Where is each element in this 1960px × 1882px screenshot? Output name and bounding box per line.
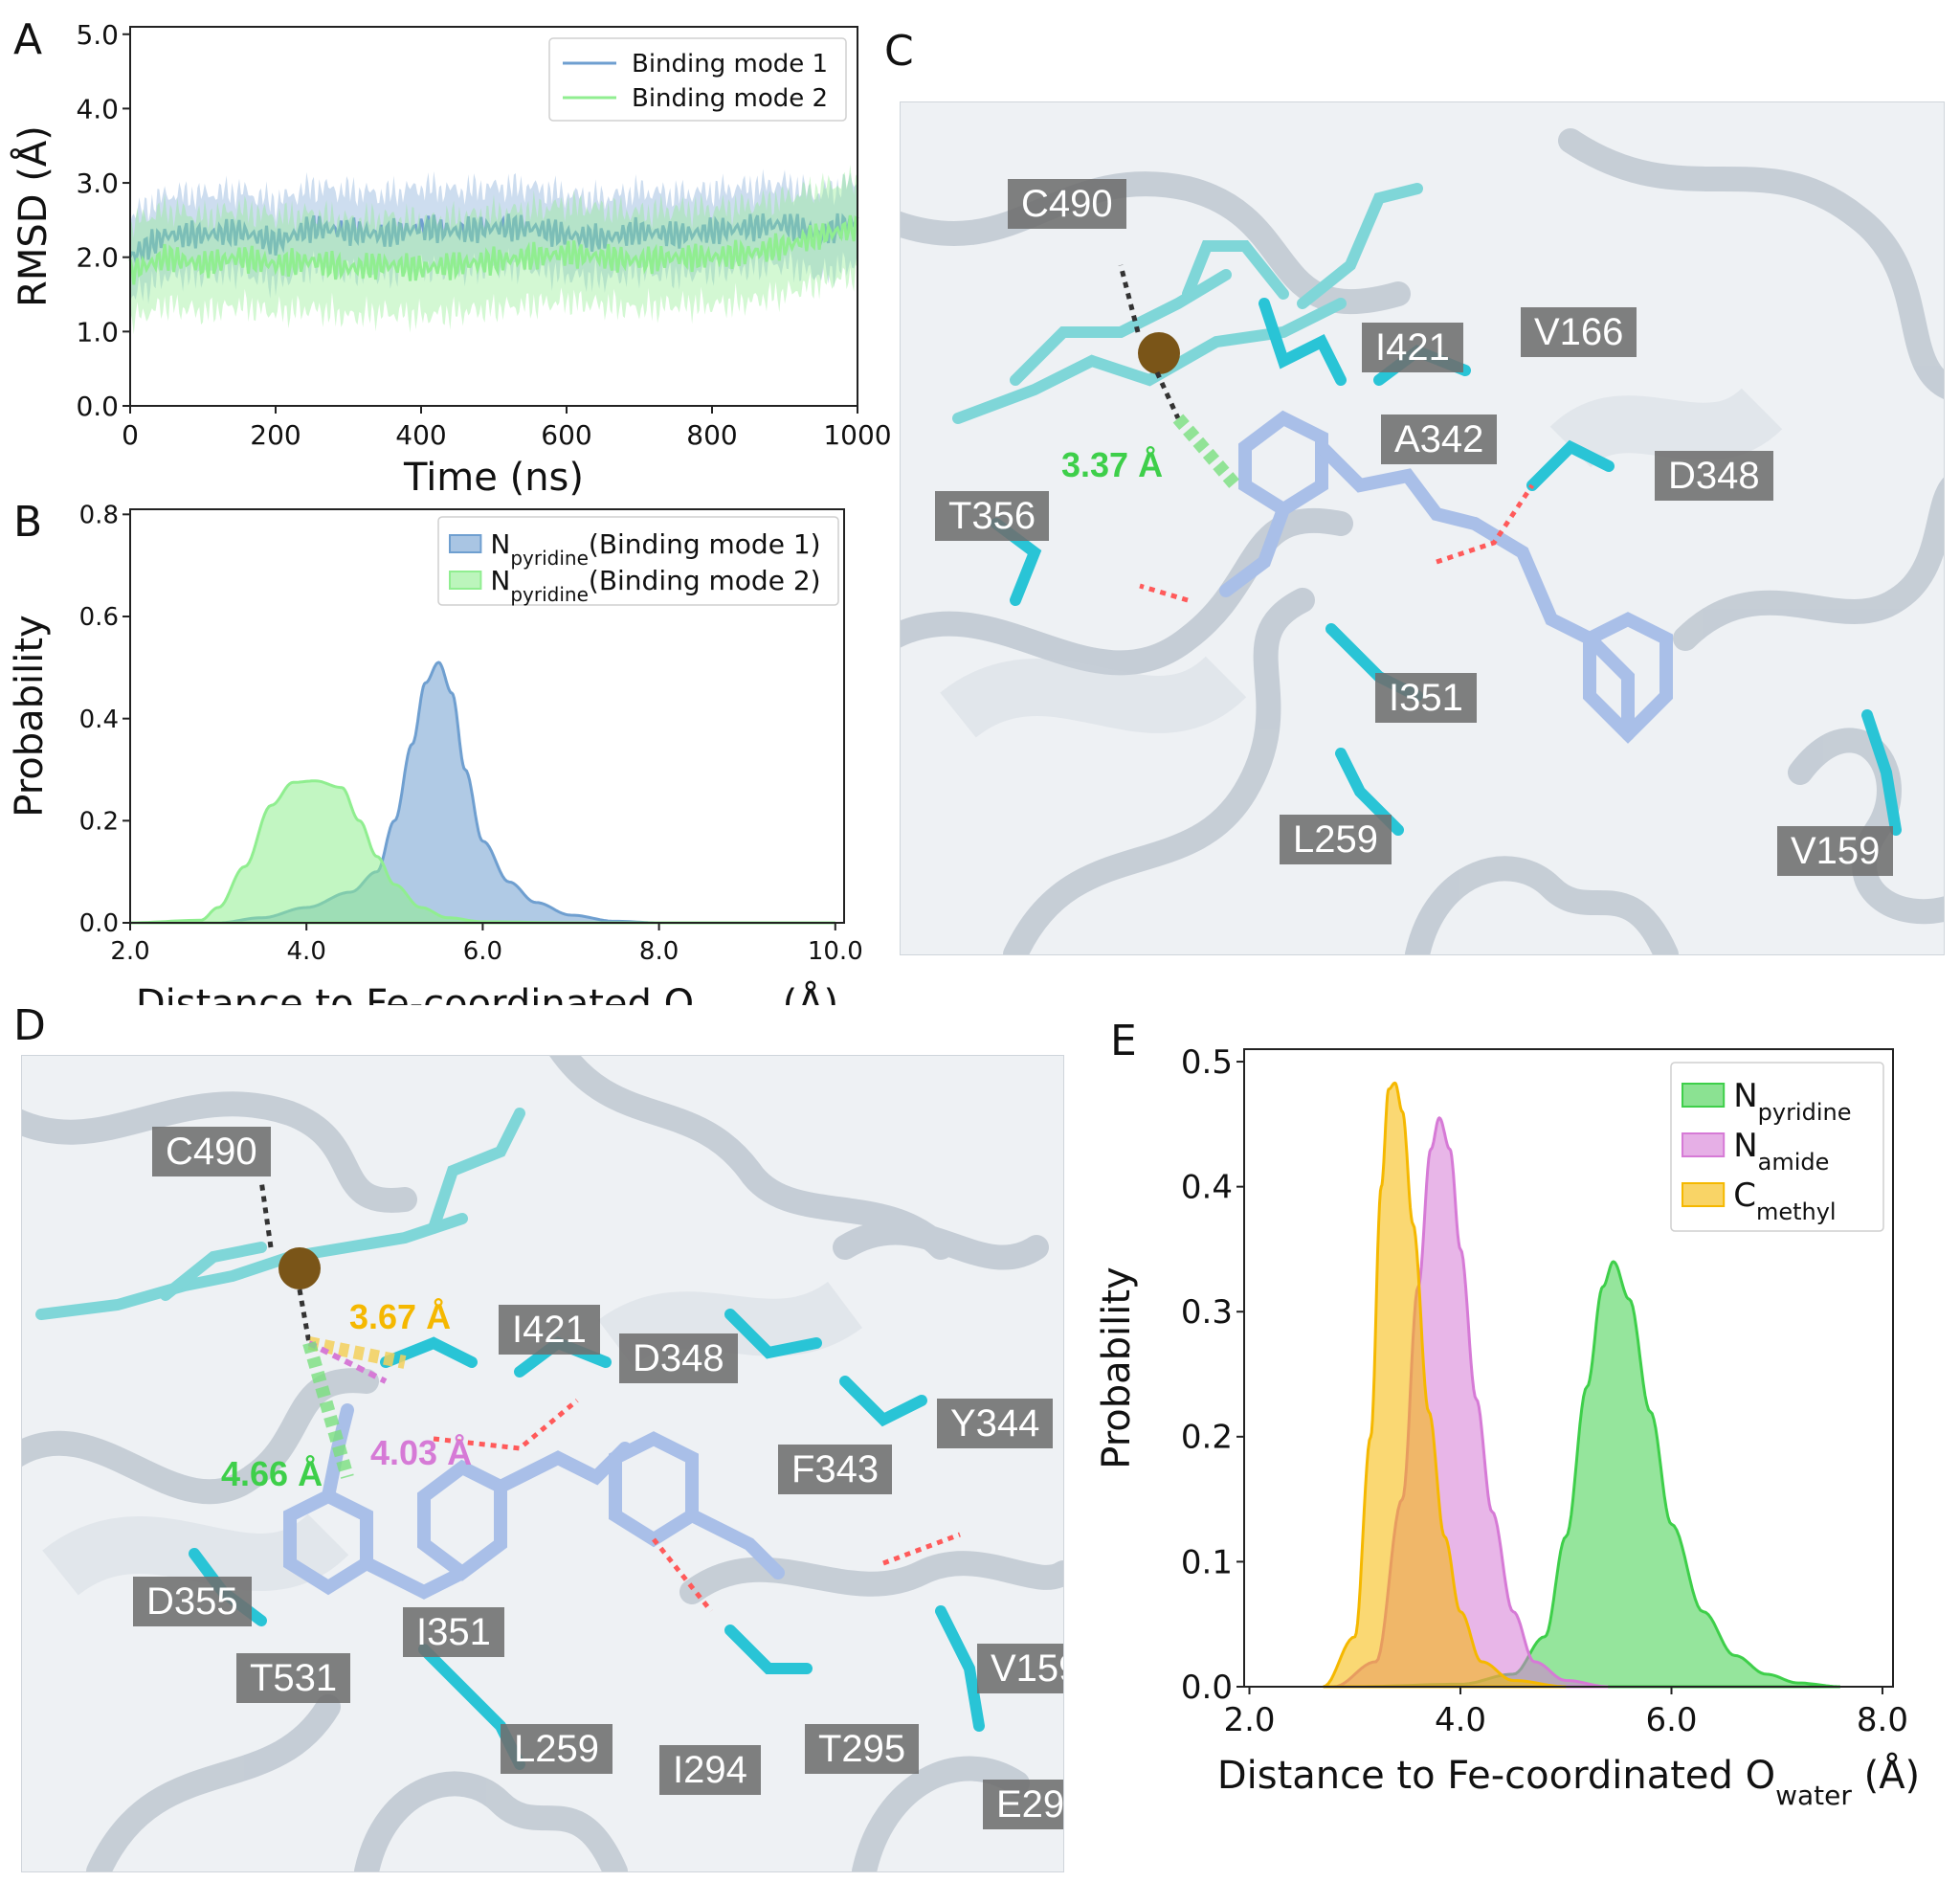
series-line — [128, 213, 859, 266]
x-axis-label: Time (ns) — [403, 456, 584, 498]
structure-panel-c: C490 I421 V166 A342 D348 T356 I351 L259 … — [900, 101, 1945, 955]
plot-frame — [1243, 1048, 1894, 1688]
y-tick-label: 0.5 — [1181, 1043, 1233, 1082]
legend-label: Namide — [1733, 1127, 1829, 1176]
residue-label-c490: C490 — [1008, 179, 1126, 229]
series-area — [1323, 1081, 1567, 1689]
residue-label-v166: V166 — [1521, 307, 1637, 357]
y-tick-label: 0.2 — [79, 807, 119, 836]
residue-label-i421: I421 — [1362, 323, 1463, 372]
residue-label-t356: T356 — [935, 491, 1050, 541]
distance-label-amide: 4.03 Å — [370, 1433, 473, 1472]
legend-label: Cmethyl — [1733, 1176, 1836, 1225]
residue-label-y344: Y344 — [937, 1399, 1054, 1448]
x-tick-label: 600 — [541, 419, 591, 451]
legend-swatch — [1682, 1132, 1726, 1157]
panel-letter-b: B — [13, 498, 43, 547]
x-tick-label: 6.0 — [463, 937, 502, 966]
x-tick-label: 2.0 — [1223, 1701, 1275, 1739]
y-tick-label: 5.0 — [76, 19, 119, 51]
legend-label: Binding mode 1 — [632, 50, 828, 78]
protein-structure-image-c — [901, 128, 1944, 954]
legend-swatch — [1682, 1182, 1726, 1207]
x-tick-label: 8.0 — [639, 937, 679, 966]
residue-label-i351: I351 — [1375, 673, 1477, 723]
residue-label-t531: T531 — [236, 1653, 351, 1703]
y-axis-label: Probability — [8, 615, 52, 817]
distance-distribution-chart-e: 2.0 4.0 6.0 8.0 0.0 0.1 0.2 0.3 0.4 0.5 Distance t… — [1095, 1043, 1920, 1811]
x-tick-label: 8.0 — [1857, 1701, 1908, 1739]
residue-label-i351: I351 — [403, 1607, 504, 1657]
residue-label-t295: T295 — [805, 1724, 920, 1774]
legend-box — [437, 516, 839, 606]
legend-label: Npyridine — [1733, 1077, 1851, 1126]
legend-swatch — [1682, 1083, 1726, 1108]
residue-label-e291: E291 — [983, 1780, 1063, 1829]
residue-label-f343: F343 — [778, 1445, 893, 1494]
series-area — [130, 779, 835, 925]
y-tick-label: 0.1 — [1181, 1543, 1233, 1581]
y-axis-label: RMSD (Å) — [10, 125, 56, 307]
distance-label-pyridine: 3.37 Å — [1061, 445, 1164, 484]
residue-label-d355: D355 — [133, 1577, 252, 1626]
x-tick-label: 400 — [395, 419, 446, 451]
y-tick-label: 2.0 — [76, 242, 119, 274]
residue-label-l259: L259 — [1280, 815, 1392, 864]
x-tick-label: 200 — [250, 419, 301, 451]
y-tick-label: 0.3 — [1181, 1293, 1233, 1332]
y-tick-label: 0.2 — [1181, 1419, 1233, 1457]
legend-swatch — [449, 534, 482, 553]
y-tick-label: 0.4 — [1181, 1169, 1233, 1207]
residue-label-a342: A342 — [1381, 414, 1498, 464]
plot-frame — [129, 26, 858, 407]
residue-label-d348: D348 — [1655, 451, 1773, 501]
legend-label: Npyridine(Binding mode 1) — [490, 528, 820, 570]
panel-letter-e: E — [1110, 1017, 1137, 1065]
x-tick-label: 4.0 — [287, 937, 326, 966]
residue-label-d348: D348 — [619, 1333, 738, 1383]
residue-label-c490: C490 — [152, 1127, 271, 1176]
x-tick-label: 4.0 — [1435, 1701, 1486, 1739]
y-tick-label: 0.4 — [79, 706, 119, 734]
panel-letter-a: A — [13, 15, 43, 64]
y-tick-label: 0.0 — [1181, 1669, 1233, 1707]
x-tick-label: 1000 — [823, 419, 890, 451]
residue-label-v159: V159 — [1777, 826, 1894, 876]
x-tick-label: 800 — [686, 419, 737, 451]
panel-letter-d: D — [13, 1001, 46, 1050]
x-tick-label: 10.0 — [808, 937, 863, 966]
plot-frame — [129, 508, 845, 924]
residue-label-v159: V159 — [977, 1644, 1063, 1693]
rmsd-chart: 0 200 400 600 800 1000 0.0 1.0 2.0 3.0 4.0 5.0 Time … — [10, 19, 890, 498]
x-axis-label: Distance to Fe-coordinated Owater (Å) — [136, 980, 838, 1005]
x-tick-label: 6.0 — [1645, 1701, 1697, 1739]
residue-label-l259: L259 — [501, 1724, 612, 1774]
x-axis-label: Distance to Fe-coordinated Owater (Å) — [1217, 1752, 1920, 1811]
y-tick-label: 0.6 — [79, 603, 119, 632]
x-tick-label: 0 — [122, 419, 139, 451]
legend-swatch — [449, 571, 482, 590]
series-band — [130, 168, 858, 304]
series-line — [128, 214, 858, 285]
legend-label: Binding mode 2 — [632, 84, 828, 113]
y-axis-label: Probability — [1095, 1266, 1139, 1468]
y-tick-label: 1.0 — [76, 316, 119, 347]
y-tick-label: 0.0 — [76, 391, 119, 422]
y-tick-label: 0.0 — [79, 909, 119, 938]
y-tick-label: 0.8 — [79, 501, 119, 529]
legend-label: Npyridine(Binding mode 2) — [490, 565, 820, 606]
residue-label-i294: I294 — [659, 1745, 761, 1795]
y-tick-label: 4.0 — [76, 93, 119, 124]
residue-label-i421: I421 — [499, 1305, 600, 1355]
legend-box — [548, 37, 847, 122]
distance-distribution-chart-b: 2.0 4.0 6.0 8.0 10.0 0.0 0.2 0.4 0.6 0.8 Distance … — [8, 501, 863, 1005]
distance-label-methyl: 3.67 Å — [349, 1297, 452, 1336]
structure-panel-d: C490 I421 D348 Y344 F343 D355 T531 I351 … — [21, 1055, 1064, 1872]
distance-label-pyridine: 4.66 Å — [221, 1454, 323, 1493]
panel-letter-c: C — [884, 27, 914, 76]
x-tick-label: 2.0 — [110, 937, 149, 966]
y-tick-label: 3.0 — [76, 168, 119, 199]
